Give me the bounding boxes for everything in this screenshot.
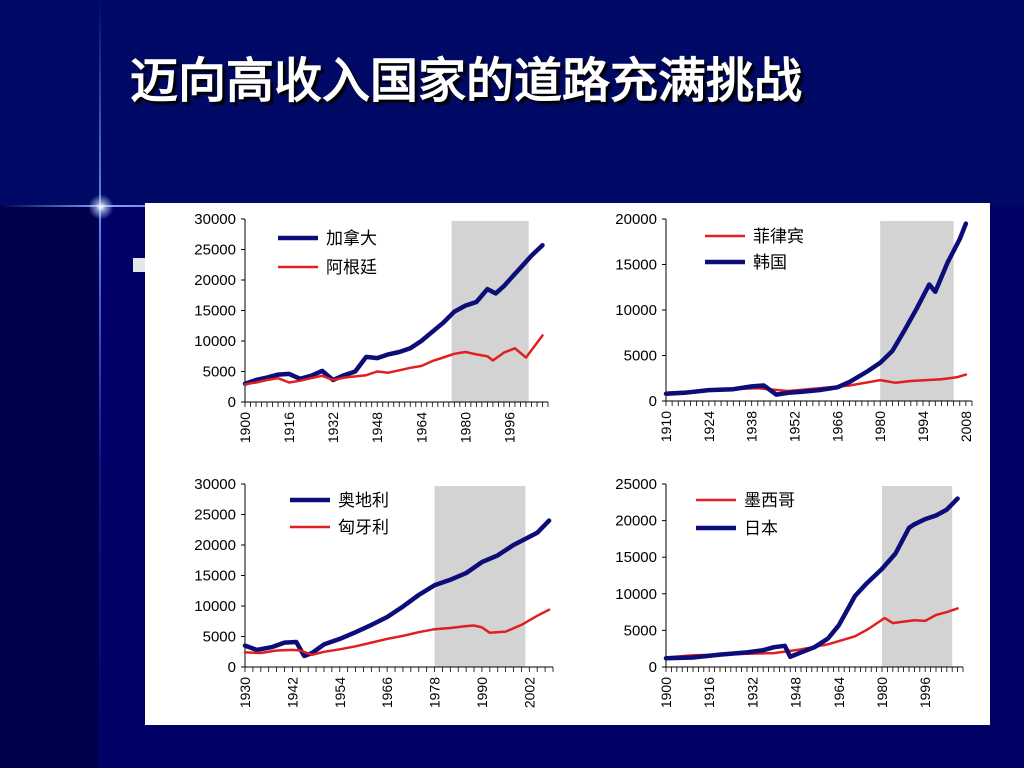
shaded-period xyxy=(434,486,526,667)
x-tick-label: 1932 xyxy=(744,677,760,708)
y-tick-label: 0 xyxy=(649,393,657,410)
series-line-2 xyxy=(243,334,544,386)
y-tick-label: 15000 xyxy=(615,257,657,274)
x-tick-label: 1930 xyxy=(237,677,253,708)
x-tick-label: 1900 xyxy=(237,412,253,443)
x-tick-label: 1916 xyxy=(701,677,717,708)
chart-3: 0 5000 10000 15000 20000 25000 30000 1930 1942 19… xyxy=(194,476,554,708)
shaded-period xyxy=(451,221,529,402)
x-tick-label: 1952 xyxy=(787,411,803,442)
x-tick-label: 2002 xyxy=(521,677,537,708)
legend-label: 阿根廷 xyxy=(326,258,377,278)
y-tick-label: 20000 xyxy=(194,537,236,554)
y-tick-label: 10000 xyxy=(615,302,657,319)
legend-label: 匈牙利 xyxy=(338,518,389,538)
x-tick-label: 1900 xyxy=(658,677,674,708)
y-tick-label: 15000 xyxy=(194,303,236,320)
y-tick-label: 25000 xyxy=(194,507,236,524)
legend-label: 墨西哥 xyxy=(744,491,795,511)
legend-label: 日本 xyxy=(744,519,778,539)
y-tick-label: 5000 xyxy=(203,364,236,381)
y-tick-label: 15000 xyxy=(194,568,236,585)
series-line-2 xyxy=(663,221,969,397)
x-tick-label: 1924 xyxy=(701,411,717,442)
y-tick-label: 5000 xyxy=(624,348,657,365)
y-tick-label: 10000 xyxy=(194,598,236,615)
x-tick-label: 1980 xyxy=(457,412,473,443)
chart-panel: 0 5000 10000 15000 20000 25000 30000 1900 1916 19… xyxy=(145,203,990,725)
x-tick-label: 1994 xyxy=(915,411,931,442)
x-tick-label: 1964 xyxy=(831,677,847,708)
y-tick-label: 20000 xyxy=(194,272,236,289)
series-line-2 xyxy=(243,608,551,657)
series-line-1 xyxy=(242,242,545,386)
y-tick-label: 20000 xyxy=(615,211,657,228)
left-margin-band xyxy=(0,205,98,768)
y-tick-label: 10000 xyxy=(194,333,236,350)
series-line-1 xyxy=(242,518,552,659)
decorative-vertical-line xyxy=(99,0,101,768)
y-tick-label: 25000 xyxy=(194,242,236,259)
y-tick-label: 15000 xyxy=(615,549,657,566)
x-tick-label: 1996 xyxy=(501,412,517,443)
x-tick-label: 1966 xyxy=(379,677,395,708)
x-tick-label: 1948 xyxy=(788,677,804,708)
slide-title: 迈向高收入国家的道路充满挑战 xyxy=(130,53,803,109)
legend-label: 加拿大 xyxy=(326,228,377,249)
chart-1: 0 5000 10000 15000 20000 25000 30000 1900 1916 19… xyxy=(194,211,549,443)
charts-canvas: 0 5000 10000 15000 20000 25000 30000 1900 1916 19… xyxy=(194,211,974,708)
legend-label: 奥地利 xyxy=(338,491,389,511)
x-tick-label: 1954 xyxy=(332,677,348,708)
y-tick-label: 10000 xyxy=(615,586,657,603)
x-tick-label: 1980 xyxy=(872,411,888,442)
y-tick-label: 30000 xyxy=(194,211,236,228)
y-tick-label: 0 xyxy=(649,659,657,676)
y-tick-label: 0 xyxy=(228,394,236,411)
y-tick-label: 5000 xyxy=(624,622,657,639)
y-tick-label: 20000 xyxy=(615,513,657,530)
chart-4: 0 5000 10000 15000 20000 25000 1900 1916 1932 194… xyxy=(615,476,964,708)
x-tick-label: 1990 xyxy=(474,677,490,708)
x-tick-label: 1996 xyxy=(917,677,933,708)
x-tick-label: 1938 xyxy=(744,411,760,442)
x-tick-label: 2008 xyxy=(958,411,974,442)
legend-label: 韩国 xyxy=(753,253,787,273)
title-background xyxy=(0,0,1024,205)
x-tick-label: 1966 xyxy=(829,411,845,442)
x-tick-label: 1948 xyxy=(369,412,385,443)
y-tick-label: 0 xyxy=(228,659,236,676)
sparkle-icon xyxy=(86,192,116,222)
x-tick-label: 1964 xyxy=(413,412,429,443)
series-line-2 xyxy=(663,496,960,661)
shaded-period xyxy=(882,486,953,667)
x-tick-label: 1932 xyxy=(325,412,341,443)
x-tick-label: 1978 xyxy=(427,677,443,708)
x-tick-label: 1916 xyxy=(281,412,297,443)
y-tick-label: 5000 xyxy=(203,629,236,646)
x-tick-label: 1980 xyxy=(874,677,890,708)
y-tick-label: 30000 xyxy=(194,476,236,493)
x-tick-label: 1942 xyxy=(284,677,300,708)
bullet-square-icon xyxy=(133,258,145,272)
chart-2: 0 5000 10000 15000 20000 1910 1924 1938 1952 1966… xyxy=(615,211,974,442)
y-tick-label: 25000 xyxy=(615,476,657,493)
legend-label: 菲律宾 xyxy=(753,227,804,247)
x-tick-label: 1910 xyxy=(658,411,674,442)
